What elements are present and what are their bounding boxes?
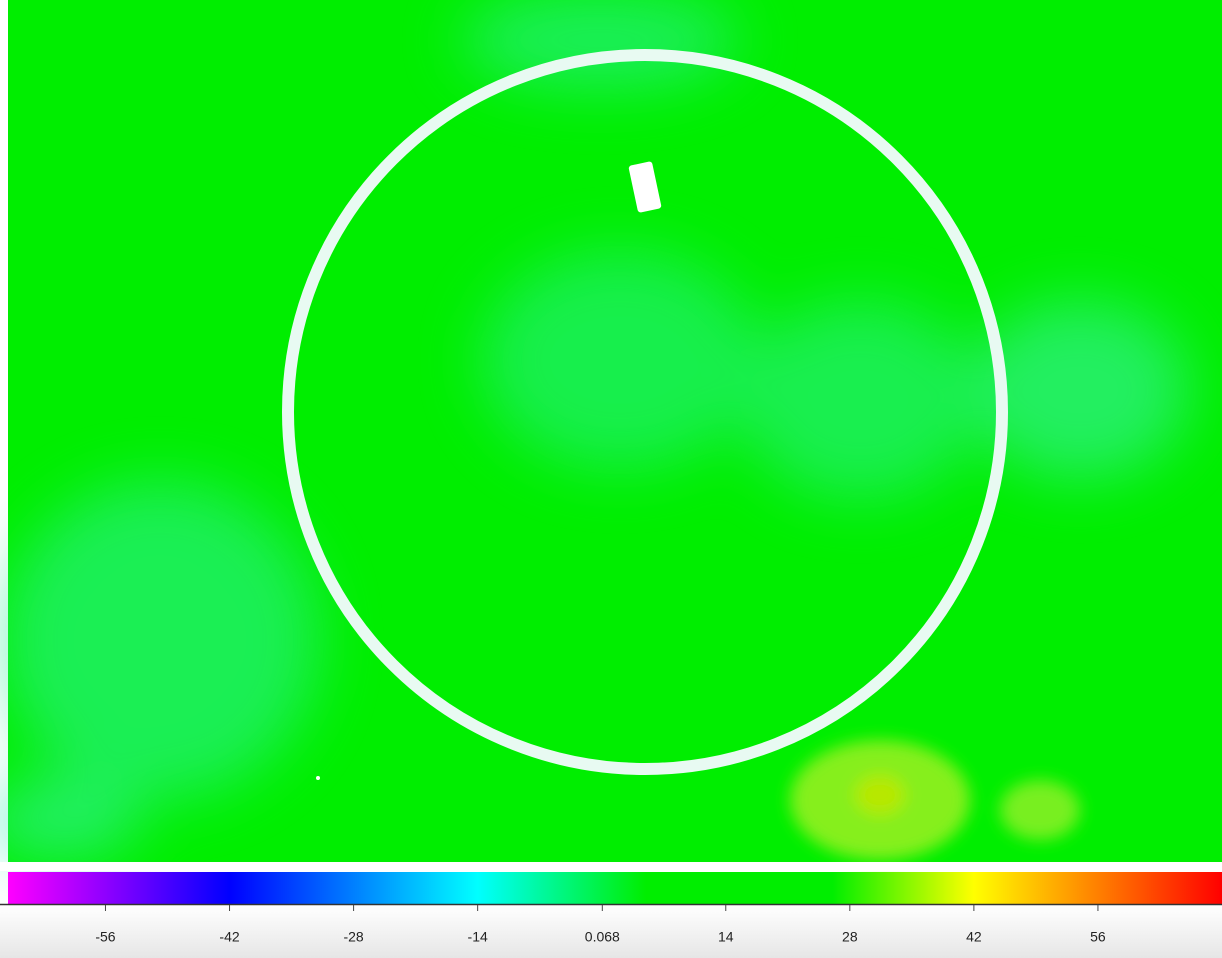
tick-label: -42 xyxy=(219,929,239,945)
tick-label: 42 xyxy=(966,929,982,945)
tick-area xyxy=(0,905,1222,958)
white-spot xyxy=(628,161,662,213)
tick-label: -14 xyxy=(468,929,488,945)
separator xyxy=(0,862,1222,871)
tick-label: 0.068 xyxy=(585,929,620,945)
colorbar-gradient xyxy=(8,872,1222,904)
heatmap-field xyxy=(0,0,1222,862)
colorbar: -56 -42 -28 -14 0.068 14 28 42 56 xyxy=(0,872,1222,945)
tick-label: -56 xyxy=(95,929,115,945)
tick-label: -28 xyxy=(343,929,363,945)
tick-label: 28 xyxy=(842,929,858,945)
tick-label: 14 xyxy=(718,929,734,945)
annotation-circle xyxy=(282,49,1008,775)
tick-label: 56 xyxy=(1090,929,1106,945)
